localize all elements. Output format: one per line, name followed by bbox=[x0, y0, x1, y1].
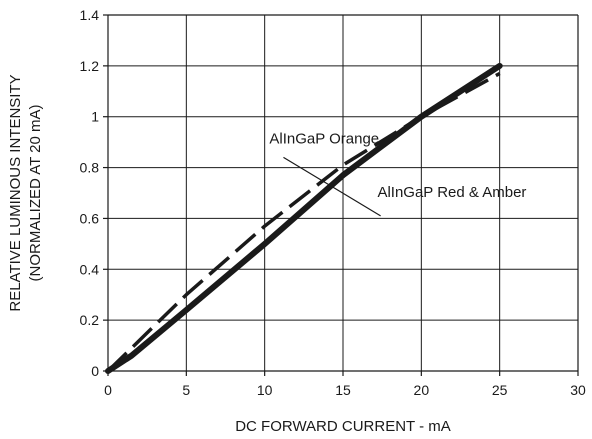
series-line-red-amber bbox=[105, 62, 503, 374]
x-axis-ticks: 0 5 10 15 20 25 30 bbox=[104, 371, 586, 398]
series-lines bbox=[105, 62, 503, 374]
y-tick-label: 1 bbox=[91, 109, 99, 125]
y-tick-label: 1.4 bbox=[80, 7, 100, 23]
annotation-leader-line bbox=[283, 156, 381, 217]
x-tick-label: 5 bbox=[182, 382, 190, 398]
y-axis-ticks: 0 0.2 0.4 0.6 0.8 1 1.2 1.4 bbox=[80, 7, 108, 379]
x-tick-label: 10 bbox=[257, 382, 273, 398]
x-tick-label: 20 bbox=[414, 382, 430, 398]
annotation-red-amber: AlInGaP Red & Amber bbox=[377, 184, 526, 201]
y-axis-title-line2: (NORMALIZED AT 20 mA) bbox=[27, 105, 44, 282]
y-tick-label: 0 bbox=[91, 363, 99, 379]
x-tick-label: 15 bbox=[335, 382, 351, 398]
y-tick-label: 1.2 bbox=[80, 58, 100, 74]
y-tick-label: 0.6 bbox=[80, 210, 100, 226]
y-tick-label: 0.8 bbox=[80, 160, 100, 176]
x-axis-title: DC FORWARD CURRENT - mA bbox=[235, 418, 451, 435]
x-tick-label: 30 bbox=[570, 382, 586, 398]
x-tick-label: 0 bbox=[104, 382, 112, 398]
annotation-orange: AlInGaP Orange bbox=[269, 130, 379, 147]
x-tick-label: 25 bbox=[492, 382, 508, 398]
y-axis-title-line1: RELATIVE LUMINOUS INTENSITY bbox=[7, 74, 24, 311]
annotations: AlInGaP Orange AlInGaP Red & Amber bbox=[269, 130, 526, 217]
y-tick-label: 0.4 bbox=[80, 261, 100, 277]
y-tick-label: 0.2 bbox=[80, 312, 100, 328]
